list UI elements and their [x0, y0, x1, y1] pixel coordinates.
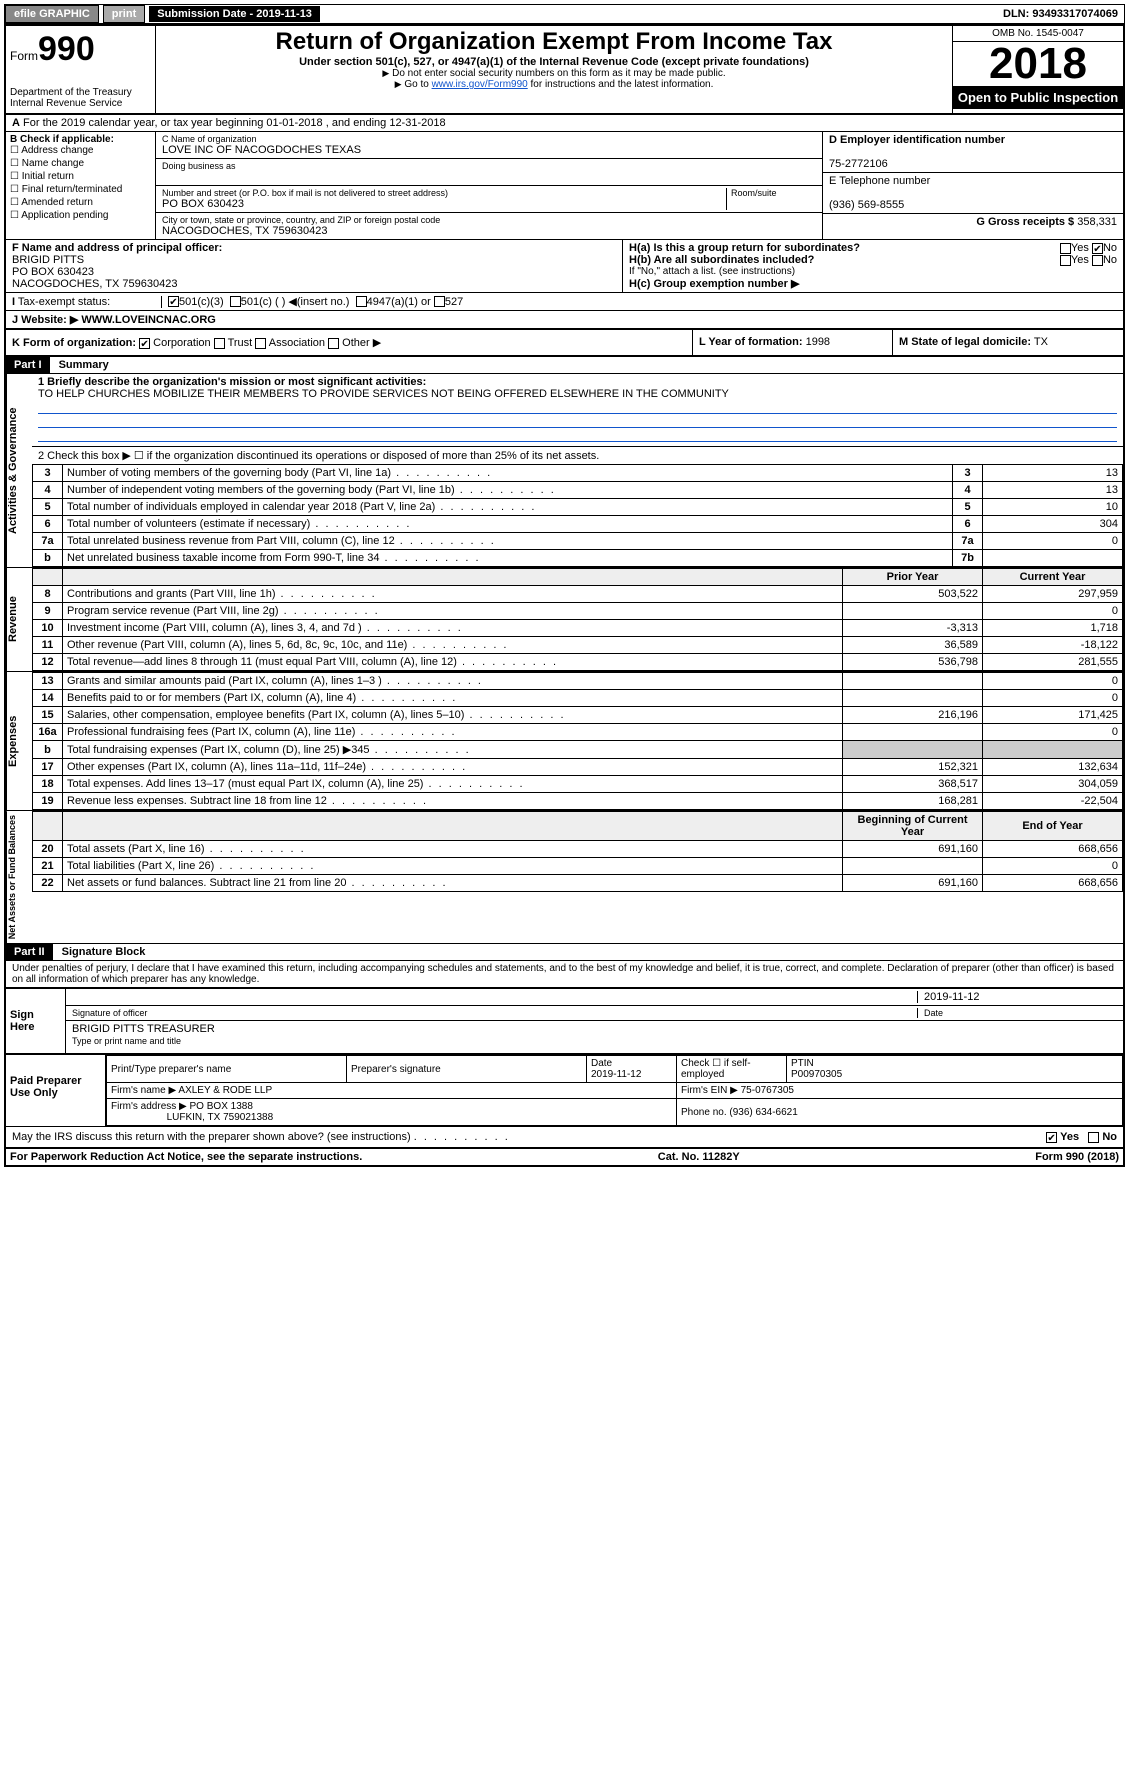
corp-checkbox[interactable] [139, 338, 150, 349]
website-label: J Website: ▶ [12, 314, 78, 326]
preparer-table: Print/Type preparer's name Preparer's si… [106, 1055, 1123, 1126]
501c3-checkbox[interactable] [168, 296, 179, 307]
ein-value: 75-2772106 [829, 158, 888, 170]
revenue-table: Prior YearCurrent Year8Contributions and… [32, 568, 1123, 671]
phone-value: (936) 569-8555 [829, 199, 904, 211]
part-ii-title: Signature Block [56, 944, 152, 960]
application-pending-checkbox[interactable]: ☐ Application pending [10, 210, 151, 221]
paid-preparer-label: Paid Preparer Use Only [6, 1055, 106, 1126]
final-return-checkbox[interactable]: ☐ Final return/terminated [10, 184, 151, 195]
year-formed-label: L Year of formation: [699, 336, 803, 348]
mission-label: 1 Briefly describe the organization's mi… [38, 376, 426, 388]
part-ii-badge: Part II [6, 944, 53, 960]
ha-yes-checkbox[interactable] [1060, 243, 1071, 254]
submission-date: Submission Date - 2019-11-13 [149, 6, 320, 22]
officer-addr2: NACOGDOCHES, TX 759630423 [12, 278, 177, 290]
mission-text: TO HELP CHURCHES MOBILIZE THEIR MEMBERS … [38, 388, 729, 400]
perjury-statement: Under penalties of perjury, I declare th… [6, 960, 1123, 987]
efile-button[interactable]: efile GRAPHIC [5, 5, 99, 23]
discuss-no-checkbox[interactable] [1088, 1132, 1099, 1143]
meta-toolbar: efile GRAPHIC print Submission Date - 20… [4, 4, 1125, 24]
other-org-checkbox[interactable] [328, 338, 339, 349]
instructions-link-row: Go to www.irs.gov/Form990 for instructio… [162, 79, 946, 90]
year-formed-value: 1998 [806, 336, 830, 348]
4947a1-checkbox[interactable] [356, 296, 367, 307]
discontinued-checkbox-row: 2 Check this box ▶ ☐ if the organization… [32, 446, 1123, 464]
trust-checkbox[interactable] [214, 338, 225, 349]
dba-label: Doing business as [162, 161, 816, 171]
form-number: Form990 [10, 30, 151, 69]
city-label: City or town, state or province, country… [162, 215, 816, 225]
sign-date: 2019-11-12 [924, 991, 979, 1003]
officer-sig-label: Signature of officer [72, 1008, 917, 1018]
discuss-yes-checkbox[interactable] [1046, 1132, 1057, 1143]
hb-yes-checkbox[interactable] [1060, 255, 1071, 266]
dln-label: DLN: 93493317074069 [997, 6, 1124, 22]
hb-no-checkbox[interactable] [1092, 255, 1103, 266]
form-header: Form990 Department of the Treasury Inter… [6, 26, 1123, 115]
officer-name: BRIGID PITTS [12, 254, 84, 266]
group-exemption-label: H(c) Group exemption number ▶ [629, 278, 799, 290]
line-a-tax-year: A For the 2019 calendar year, or tax yea… [6, 115, 1123, 132]
group-return-q: H(a) Is this a group return for subordin… [629, 242, 860, 254]
governance-vlabel: Activities & Governance [6, 374, 32, 567]
officer-addr1: PO BOX 630423 [12, 266, 94, 278]
gross-receipts-value: 358,331 [1077, 216, 1117, 228]
org-name: LOVE INC OF NACOGDOCHES TEXAS [162, 144, 816, 156]
domicile-value: TX [1034, 336, 1048, 348]
initial-return-checkbox[interactable]: ☐ Initial return [10, 171, 151, 182]
discuss-with-preparer: May the IRS discuss this return with the… [6, 1126, 1123, 1147]
address-change-checkbox[interactable]: ☐ Address change [10, 145, 151, 156]
section-b-checkboxes: B Check if applicable: ☐ Address change … [6, 132, 156, 239]
phone-label: E Telephone number [829, 175, 930, 187]
gross-receipts-label: G Gross receipts $ [976, 216, 1074, 228]
ssn-warning: Do not enter social security numbers on … [162, 68, 946, 79]
irs-link[interactable]: www.irs.gov/Form990 [432, 79, 528, 90]
ha-no-checkbox[interactable] [1092, 243, 1103, 254]
net-assets-vlabel: Net Assets or Fund Balances [6, 811, 32, 943]
dept-label: Department of the Treasury Internal Reve… [10, 87, 151, 109]
revenue-vlabel: Revenue [6, 568, 32, 671]
form-990: Form990 Department of the Treasury Inter… [4, 24, 1125, 1167]
city-state-zip: NACOGDOCHES, TX 759630423 [162, 225, 816, 237]
tax-exempt-status: I Tax-exempt status: 501(c)(3) 501(c) ( … [6, 293, 1123, 311]
form-subtitle: Under section 501(c), 527, or 4947(a)(1)… [162, 56, 946, 68]
expenses-table: 13Grants and similar amounts paid (Part … [32, 672, 1123, 810]
street-label: Number and street (or P.O. box if mail i… [162, 188, 726, 198]
print-button[interactable]: print [103, 5, 145, 23]
527-checkbox[interactable] [434, 296, 445, 307]
date-label: Date [917, 1008, 1117, 1018]
org-name-label: C Name of organization [162, 134, 816, 144]
public-inspection-badge: Open to Public Inspection [953, 86, 1123, 109]
assoc-checkbox[interactable] [255, 338, 266, 349]
room-suite-label: Room/suite [726, 188, 816, 210]
subordinates-q: H(b) Are all subordinates included? [629, 254, 814, 266]
amended-return-checkbox[interactable]: ☐ Amended return [10, 197, 151, 208]
typed-name-label: Type or print name and title [72, 1036, 181, 1046]
part-i-title: Summary [53, 357, 115, 373]
sign-here-label: Sign Here [6, 989, 66, 1053]
501c-other-checkbox[interactable] [230, 296, 241, 307]
form-title: Return of Organization Exempt From Incom… [162, 28, 946, 56]
officer-typed-name: BRIGID PITTS TREASURER [72, 1023, 215, 1035]
street-address: PO BOX 630423 [162, 198, 726, 210]
ein-label: D Employer identification number [829, 134, 1005, 146]
name-change-checkbox[interactable]: ☐ Name change [10, 158, 151, 169]
governance-table: 3Number of voting members of the governi… [32, 464, 1123, 567]
form-of-organization: K Form of organization: Corporation Trus… [6, 330, 693, 355]
net-assets-table: Beginning of Current YearEnd of Year20To… [32, 811, 1123, 892]
expenses-vlabel: Expenses [6, 672, 32, 810]
hb-note: If "No," attach a list. (see instruction… [629, 266, 1117, 277]
tax-year: 2018 [953, 42, 1123, 86]
domicile-label: M State of legal domicile: [899, 336, 1031, 348]
part-i-badge: Part I [6, 357, 50, 373]
officer-label: F Name and address of principal officer: [12, 242, 222, 254]
website-value: WWW.LOVEINCNAC.ORG [81, 314, 215, 326]
form-footer: For Paperwork Reduction Act Notice, see … [6, 1147, 1123, 1165]
